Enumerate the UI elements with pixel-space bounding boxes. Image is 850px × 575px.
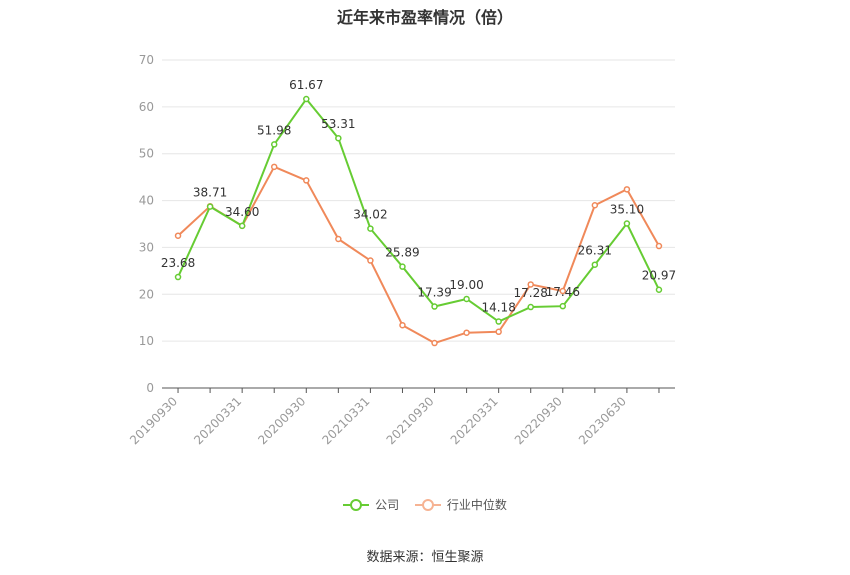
data-label: 26.31	[578, 244, 612, 258]
data-point-0	[238, 222, 246, 230]
series-line-0	[177, 98, 660, 323]
data-point-1	[527, 281, 534, 288]
data-point-1	[174, 232, 182, 239]
data-point-1	[623, 186, 631, 193]
data-point-0	[527, 303, 534, 311]
data-point-0	[495, 318, 502, 325]
y-tick-label: 60	[139, 100, 154, 114]
data-point-1	[303, 177, 310, 184]
data-point-1	[463, 329, 470, 336]
legend-label-company: 公司	[375, 498, 400, 512]
chart-title: 近年来市盈率情况（倍）	[336, 8, 513, 27]
series-line-1	[177, 165, 660, 345]
y-tick-label: 20	[139, 287, 154, 301]
legend: 公司 行业中位数	[0, 496, 850, 515]
y-tick-label: 70	[139, 53, 154, 67]
data-label: 17.28	[514, 286, 548, 300]
data-point-1	[335, 235, 342, 243]
data-label: 53.31	[321, 117, 355, 131]
data-point-1	[559, 287, 567, 295]
data-label: 34.02	[353, 208, 387, 222]
data-label: 17.46	[546, 285, 580, 299]
data-label: 23.68	[161, 256, 195, 270]
y-tick-label: 30	[139, 240, 154, 254]
x-tick-label: 20200331	[191, 394, 244, 447]
data-point-1	[270, 163, 278, 171]
data-point-0	[591, 261, 599, 268]
data-point-0	[206, 203, 214, 210]
data-label: 34.60	[225, 205, 259, 219]
data-label: 35.10	[610, 203, 644, 217]
x-tick-label: 20220331	[448, 394, 501, 447]
y-tick-label: 40	[139, 194, 154, 208]
legend-swatch-industry	[414, 498, 441, 512]
data-point-1	[655, 242, 663, 250]
data-label: 14.18	[481, 301, 515, 315]
y-tick-label: 10	[139, 334, 154, 348]
data-label: 51.98	[257, 123, 291, 137]
x-tick-label: 20200930	[255, 394, 308, 447]
data-point-0	[399, 263, 406, 270]
data-point-0	[270, 141, 278, 148]
data-point-1	[399, 321, 406, 329]
data-point-0	[431, 303, 438, 310]
data-point-0	[623, 220, 631, 227]
data-point-0	[174, 273, 182, 281]
data-label: 38.71	[193, 186, 227, 200]
data-point-0	[367, 225, 374, 232]
data-label: 19.00	[449, 278, 483, 292]
data-label: 20.97	[642, 269, 676, 283]
x-tick-label: 20210331	[319, 394, 372, 447]
y-tick-label: 0	[146, 381, 154, 395]
data-label: 25.89	[385, 246, 419, 260]
legend-item-company[interactable]: 公司	[343, 496, 399, 513]
y-tick-label: 50	[139, 147, 154, 161]
data-point-0	[559, 302, 567, 310]
data-source: 数据来源：恒生聚源	[366, 550, 484, 565]
legend-item-industry-median[interactable]: 行业中位数	[414, 496, 507, 513]
legend-swatch-company	[343, 498, 370, 512]
x-tick-label: 20220930	[512, 394, 565, 447]
legend-label-industry-median: 行业中位数	[446, 498, 507, 512]
data-label: 17.39	[417, 286, 451, 300]
data-point-1	[495, 328, 502, 336]
data-point-0	[655, 286, 663, 293]
x-tick-label: 20230630	[576, 394, 629, 447]
data-point-0	[335, 134, 342, 142]
data-point-1	[431, 339, 438, 347]
data-label: 61.67	[289, 78, 323, 92]
x-tick-label: 20210930	[384, 394, 437, 447]
data-point-1	[367, 257, 374, 264]
data-point-1	[591, 202, 599, 209]
data-point-0	[303, 95, 310, 103]
data-point-0	[463, 295, 470, 303]
x-tick-label: 20190930	[127, 394, 180, 447]
